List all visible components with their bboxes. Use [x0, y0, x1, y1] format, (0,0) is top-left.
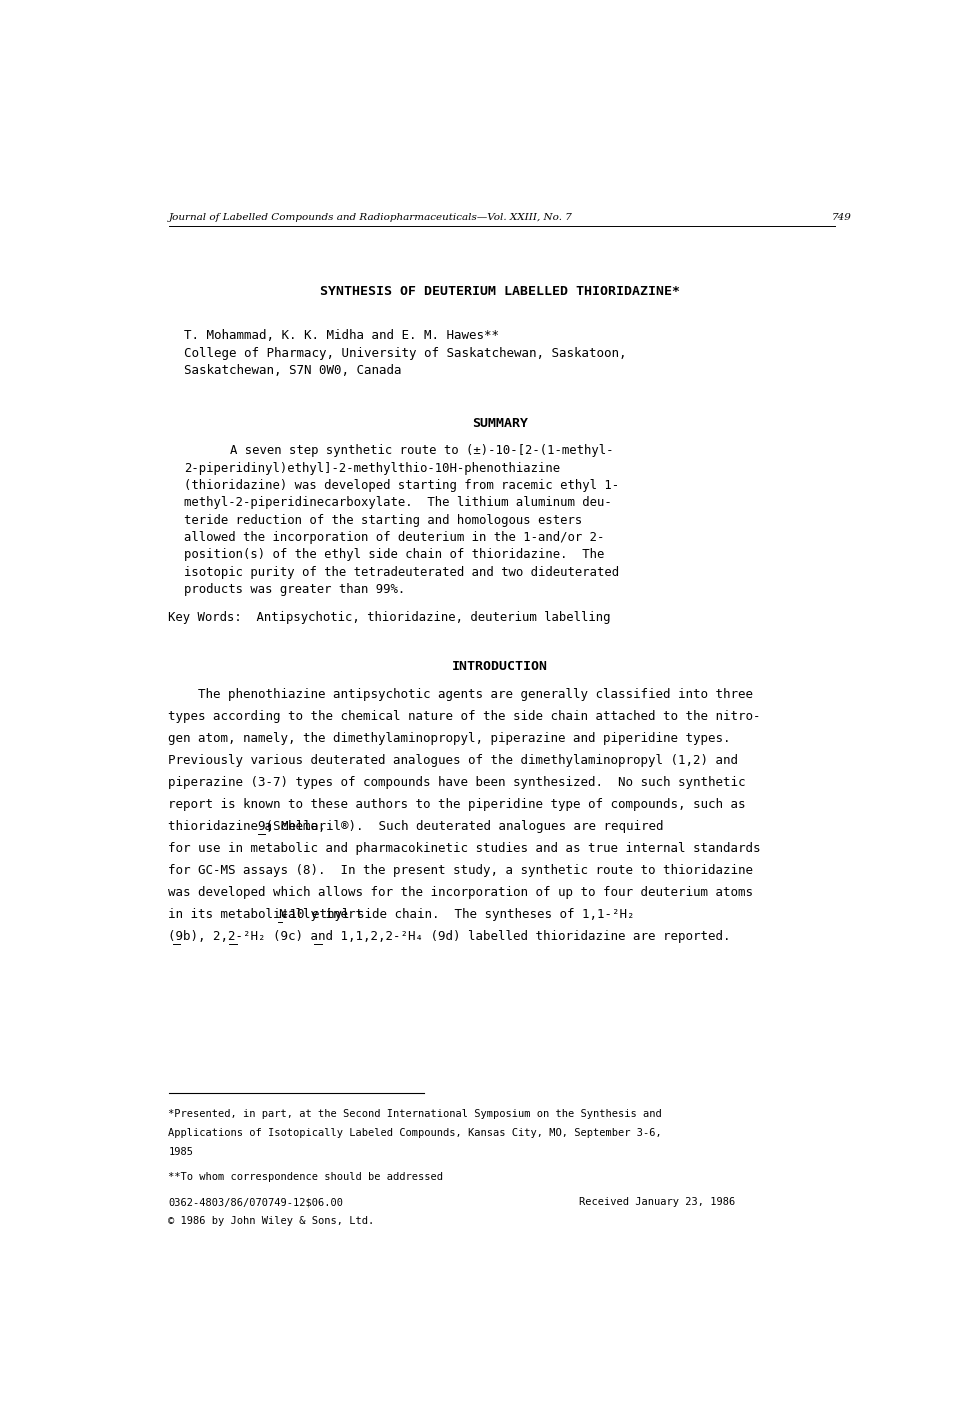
Text: A seven step synthetic route to (±)-10-[2-(1-methyl-: A seven step synthetic route to (±)-10-[… [230, 445, 614, 457]
Text: (thioridazine) was developed starting from racemic ethyl 1-: (thioridazine) was developed starting fr… [184, 479, 619, 492]
Text: 9a: 9a [258, 821, 272, 834]
Text: Saskatchewan, S7N 0W0, Canada: Saskatchewan, S7N 0W0, Canada [184, 365, 401, 378]
Text: was developed which allows for the incorporation of up to four deuterium atoms: was developed which allows for the incor… [169, 886, 753, 899]
Text: products was greater than 99%.: products was greater than 99%. [184, 583, 405, 596]
Text: SUMMARY: SUMMARY [472, 418, 528, 430]
Text: 749: 749 [832, 214, 852, 222]
Text: isotopic purity of the tetradeuterated and two dideuterated: isotopic purity of the tetradeuterated a… [184, 566, 619, 579]
Text: T. Mohammad, K. K. Midha and E. M. Hawes**: T. Mohammad, K. K. Midha and E. M. Hawes… [184, 329, 499, 342]
Text: College of Pharmacy, University of Saskatchewan, Saskatoon,: College of Pharmacy, University of Saska… [184, 346, 627, 359]
Text: report is known to these authors to the piperidine type of compounds, such as: report is known to these authors to the … [169, 798, 746, 811]
Text: SYNTHESIS OF DEUTERIUM LABELLED THIORIDAZINE*: SYNTHESIS OF DEUTERIUM LABELLED THIORIDA… [320, 285, 680, 298]
Text: 2-piperidinyl)ethyl]-2-methylthio-10H-phenothiazine: 2-piperidinyl)ethyl]-2-methylthio-10H-ph… [184, 462, 560, 475]
Text: Previously various deuterated analogues of the dimethylaminopropyl (1,2) and: Previously various deuterated analogues … [169, 754, 739, 767]
Text: N: N [278, 908, 285, 921]
Text: (9b), 2,2-²H₂ (9c) and 1,1,2,2-²H₄ (9d) labelled thioridazine are reported.: (9b), 2,2-²H₂ (9c) and 1,1,2,2-²H₄ (9d) … [169, 931, 731, 943]
Text: *Presented, in part, at the Second International Symposium on the Synthesis and: *Presented, in part, at the Second Inter… [169, 1109, 663, 1119]
Text: position(s) of the ethyl side chain of thioridazine.  The: position(s) of the ethyl side chain of t… [184, 549, 604, 561]
Text: The phenothiazine antipsychotic agents are generally classified into three: The phenothiazine antipsychotic agents a… [169, 688, 753, 701]
Text: ; Mellaril®).  Such deuterated analogues are required: ; Mellaril®). Such deuterated analogues … [265, 821, 663, 834]
Text: -10 ethyl side chain.  The syntheses of 1,1-²H₂: -10 ethyl side chain. The syntheses of 1… [282, 908, 634, 921]
Text: Key Words:  Antipsychotic, thioridazine, deuterium labelling: Key Words: Antipsychotic, thioridazine, … [169, 611, 611, 624]
Text: teride reduction of the starting and homologous esters: teride reduction of the starting and hom… [184, 513, 583, 527]
Text: allowed the incorporation of deuterium in the 1-and/or 2-: allowed the incorporation of deuterium i… [184, 532, 604, 544]
Text: methyl-2-piperidinecarboxylate.  The lithium aluminum deu-: methyl-2-piperidinecarboxylate. The lith… [184, 496, 612, 509]
Text: in its metabolically inert: in its metabolically inert [169, 908, 371, 921]
Text: 0362-4803/86/070749-12$06.00: 0362-4803/86/070749-12$06.00 [169, 1197, 344, 1207]
Text: Journal of Labelled Compounds and Radiopharmaceuticals—Vol. XXIII, No. 7: Journal of Labelled Compounds and Radiop… [169, 214, 572, 222]
Text: **To whom correspondence should be addressed: **To whom correspondence should be addre… [169, 1173, 443, 1183]
Text: for GC-MS assays (8).  In the present study, a synthetic route to thioridazine: for GC-MS assays (8). In the present stu… [169, 864, 753, 876]
Text: for use in metabolic and pharmacokinetic studies and as true internal standards: for use in metabolic and pharmacokinetic… [169, 842, 761, 855]
Text: thioridazine (Scheme,: thioridazine (Scheme, [169, 821, 334, 834]
Text: 1985: 1985 [169, 1147, 193, 1157]
Text: gen atom, namely, the dimethylaminopropyl, piperazine and piperidine types.: gen atom, namely, the dimethylaminopropy… [169, 732, 731, 745]
Text: INTRODUCTION: INTRODUCTION [452, 660, 549, 673]
Text: © 1986 by John Wiley & Sons, Ltd.: © 1986 by John Wiley & Sons, Ltd. [169, 1217, 375, 1227]
Text: types according to the chemical nature of the side chain attached to the nitro-: types according to the chemical nature o… [169, 711, 761, 724]
Text: Applications of Isotopically Labeled Compounds, Kansas City, MO, September 3-6,: Applications of Isotopically Labeled Com… [169, 1129, 663, 1139]
Text: Received January 23, 1986: Received January 23, 1986 [579, 1197, 736, 1207]
Text: piperazine (3-7) types of compounds have been synthesized.  No such synthetic: piperazine (3-7) types of compounds have… [169, 777, 746, 789]
